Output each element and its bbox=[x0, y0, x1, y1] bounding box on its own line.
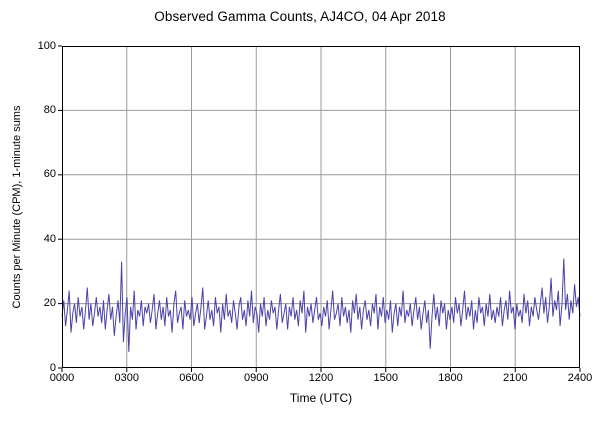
x-tick-label: 0900 bbox=[244, 372, 269, 384]
y-tick-label: 100 bbox=[37, 39, 56, 52]
x-tick-label: 0300 bbox=[114, 372, 139, 384]
x-tick-label: 0000 bbox=[49, 372, 75, 384]
y-tick-label: 80 bbox=[43, 103, 56, 116]
x-tick-label: 2400 bbox=[567, 372, 593, 384]
x-tick-label: 1500 bbox=[373, 372, 398, 384]
x-tick-label: 1200 bbox=[308, 372, 334, 384]
y-tick-label: 20 bbox=[43, 297, 56, 310]
x-tick-label: 0600 bbox=[179, 372, 204, 384]
y-tick-label: 40 bbox=[43, 232, 56, 245]
x-tick-label: 1800 bbox=[438, 372, 463, 384]
chart-title: Observed Gamma Counts, AJ4CO, 04 Apr 201… bbox=[154, 9, 446, 24]
y-tick-label: 0 bbox=[49, 361, 56, 374]
x-axis-label: Time (UTC) bbox=[289, 391, 353, 405]
x-tick-label: 2100 bbox=[503, 372, 528, 384]
y-tick-label: 60 bbox=[43, 168, 56, 181]
